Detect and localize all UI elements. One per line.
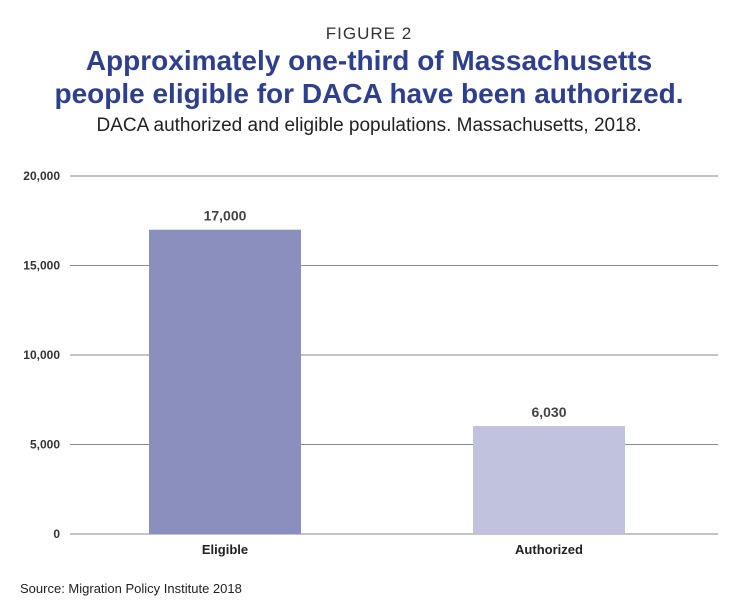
y-tick-label: 20,000 bbox=[23, 169, 60, 183]
source-note: Source: Migration Policy Institute 2018 bbox=[20, 581, 242, 596]
title-line-2: people eligible for DACA have been autho… bbox=[54, 78, 684, 109]
data-label: 6,030 bbox=[531, 404, 566, 420]
chart-title: Approximately one-third of Massachusetts… bbox=[0, 44, 738, 110]
bar bbox=[149, 229, 301, 534]
figure-label: FIGURE 2 bbox=[325, 24, 413, 43]
chart-subtitle: DACA authorized and eligible populations… bbox=[96, 115, 642, 136]
data-label: 17,000 bbox=[204, 208, 247, 224]
bar bbox=[473, 426, 625, 534]
y-tick-label: 5,000 bbox=[30, 438, 60, 452]
y-tick-label: 0 bbox=[53, 527, 60, 541]
y-tick-label: 10,000 bbox=[23, 348, 60, 362]
title-line-1: Approximately one-third of Massachusetts bbox=[85, 45, 653, 76]
x-tick-label: Eligible bbox=[202, 542, 248, 557]
y-tick-label: 15,000 bbox=[23, 259, 60, 273]
x-tick-label: Authorized bbox=[515, 542, 583, 557]
